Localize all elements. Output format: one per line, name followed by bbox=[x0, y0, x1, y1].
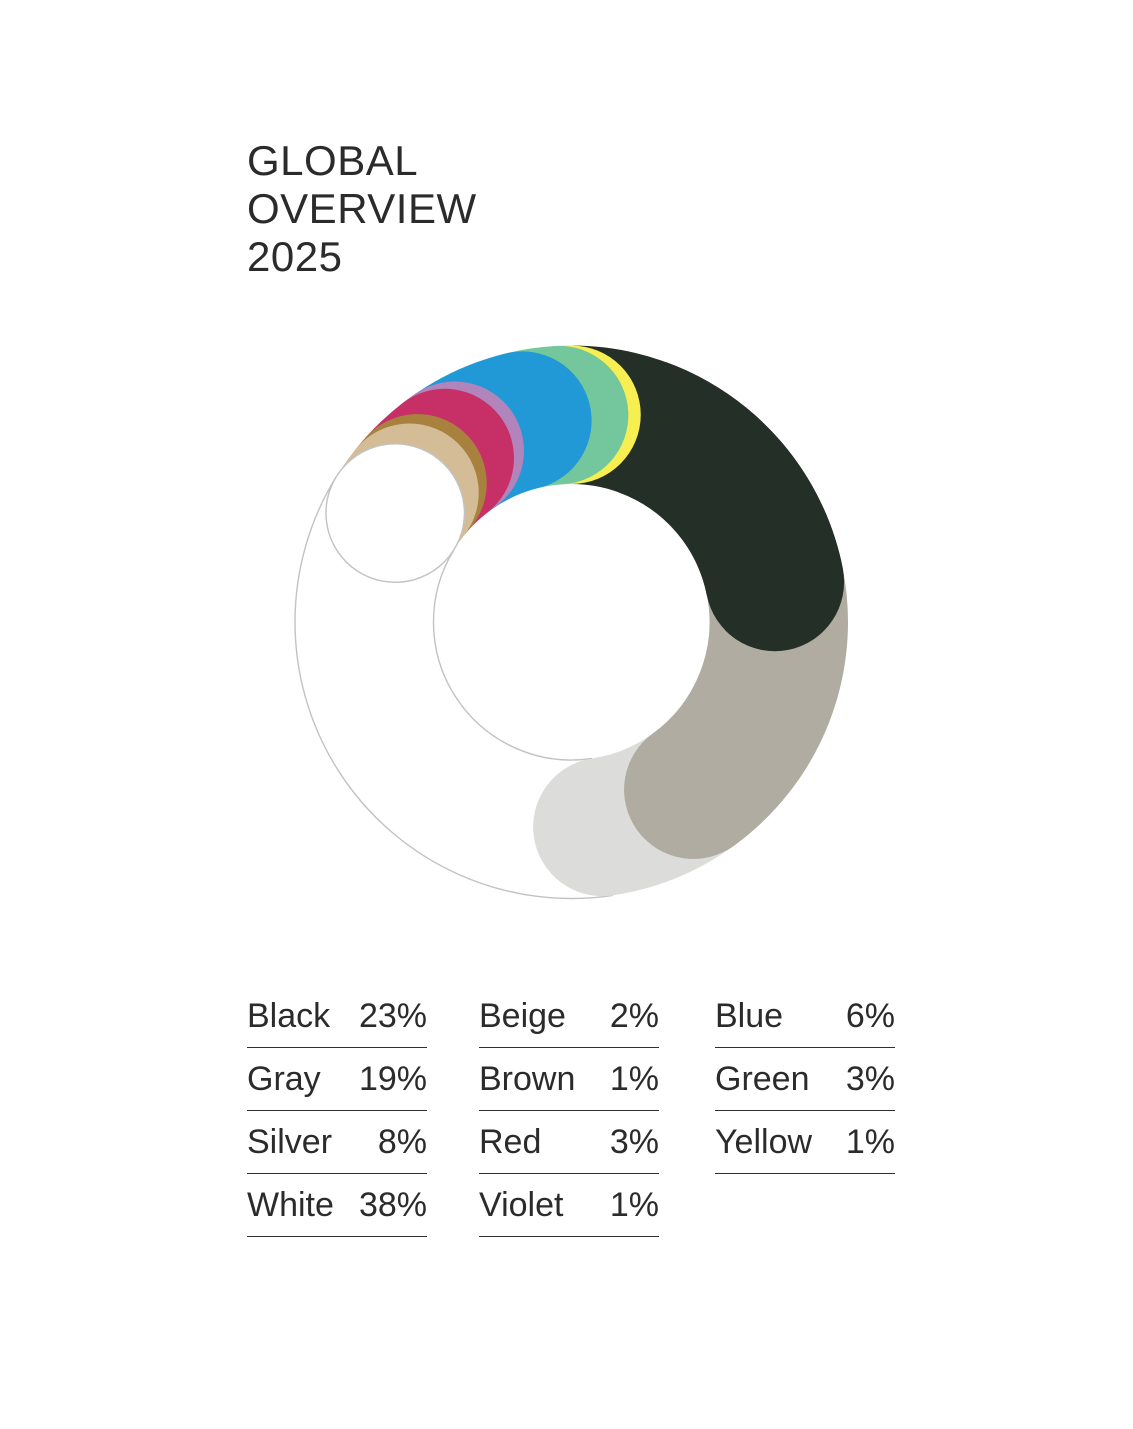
legend-label-blue: Blue bbox=[715, 996, 784, 1035]
legend-row-white: White 38% bbox=[247, 1174, 427, 1237]
legend-column-2: Beige 2% Brown 1% Red 3% Violet 1% bbox=[479, 985, 659, 1237]
legend-row-beige: Beige 2% bbox=[479, 985, 659, 1048]
legend-label-white: White bbox=[247, 1185, 334, 1224]
legend-row-blue: Blue 6% bbox=[715, 985, 895, 1048]
page-title: GLOBAL OVERVIEW 2025 bbox=[247, 137, 477, 281]
legend-label-black: Black bbox=[247, 996, 331, 1035]
legend-row-silver: Silver 8% bbox=[247, 1111, 427, 1174]
legend-column-3: Blue 6% Green 3% Yellow 1% bbox=[715, 985, 895, 1174]
donut-segment-black-endcap bbox=[691, 467, 845, 652]
page-title-line1: GLOBAL bbox=[247, 137, 419, 184]
legend-label-violet: Violet bbox=[479, 1185, 564, 1224]
legend-label-gray: Gray bbox=[247, 1059, 321, 1098]
legend-value-beige: 2% bbox=[609, 996, 659, 1035]
legend-value-violet: 1% bbox=[609, 1185, 659, 1224]
legend-value-blue: 6% bbox=[845, 996, 895, 1035]
legend-value-green: 3% bbox=[845, 1059, 895, 1098]
legend-value-gray: 19% bbox=[358, 1059, 427, 1098]
legend-row-green: Green 3% bbox=[715, 1048, 895, 1111]
legend-label-silver: Silver bbox=[247, 1122, 333, 1161]
donut-segment-white bbox=[295, 443, 672, 899]
white-segment-endcap-outline bbox=[325, 443, 466, 583]
legend-value-brown: 1% bbox=[609, 1059, 659, 1098]
legend-row-brown: Brown 1% bbox=[479, 1048, 659, 1111]
page-title-line2: OVERVIEW bbox=[247, 185, 477, 232]
legend-value-silver: 8% bbox=[377, 1122, 427, 1161]
legend-label-green: Green bbox=[715, 1059, 810, 1098]
legend-column-1: Black 23% Gray 19% Silver 8% White 38% bbox=[247, 985, 427, 1237]
legend-label-brown: Brown bbox=[479, 1059, 576, 1098]
legend-row-yellow: Yellow 1% bbox=[715, 1111, 895, 1174]
page-title-line3: 2025 bbox=[247, 233, 343, 280]
white-segment-outer-outline bbox=[294, 476, 613, 900]
legend-value-white: 38% bbox=[358, 1185, 427, 1224]
legend-value-black: 23% bbox=[358, 996, 427, 1035]
legend-value-red: 3% bbox=[609, 1122, 659, 1161]
legend-row-black: Black 23% bbox=[247, 985, 427, 1048]
legend-row-gray: Gray 19% bbox=[247, 1048, 427, 1111]
legend-label-beige: Beige bbox=[479, 996, 566, 1035]
legend-label-yellow: Yellow bbox=[715, 1122, 813, 1161]
legend-value-yellow: 1% bbox=[845, 1122, 895, 1161]
donut-segments bbox=[294, 345, 848, 900]
legend-row-violet: Violet 1% bbox=[479, 1174, 659, 1237]
legend-row-red: Red 3% bbox=[479, 1111, 659, 1174]
legend-label-red: Red bbox=[479, 1122, 542, 1161]
white-segment-inner-outline bbox=[432, 549, 593, 761]
